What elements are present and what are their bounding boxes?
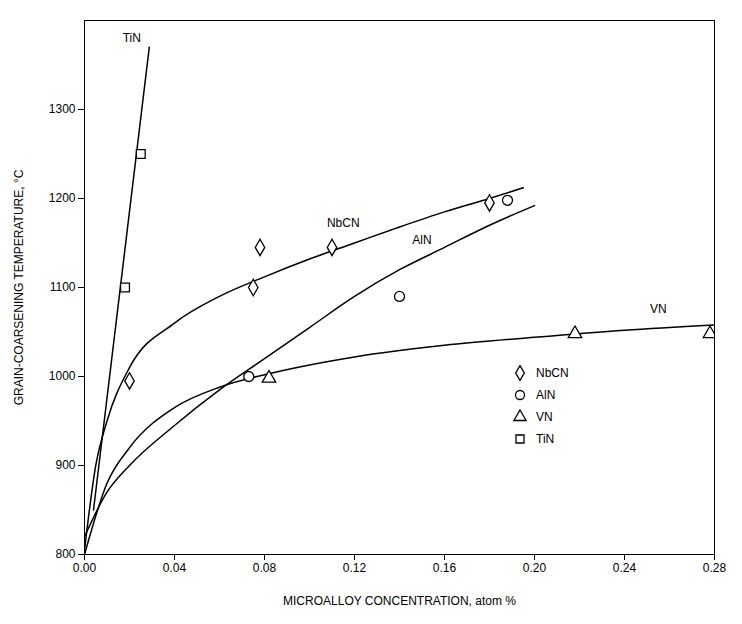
- html-text:NbCN: NbCN: [536, 366, 569, 380]
- svg-text:GRAIN-COARSENING TEMPERATURE,: GRAIN-COARSENING TEMPERATURE, °C: [12, 169, 26, 405]
- html-text:VN: VN: [536, 410, 553, 424]
- svg-text:0.24: 0.24: [613, 561, 637, 575]
- svg-text:0.04: 0.04: [163, 561, 187, 575]
- svg-text:NbCN: NbCN: [327, 216, 360, 230]
- svg-text:0.00: 0.00: [73, 561, 97, 575]
- svg-text:0.12: 0.12: [343, 561, 367, 575]
- svg-text:1100: 1100: [50, 280, 76, 294]
- svg-text:800: 800: [55, 547, 75, 561]
- svg-text:900: 900: [55, 458, 75, 472]
- svg-text:0.28: 0.28: [703, 561, 727, 575]
- svg-text:TiN: TiN: [123, 31, 141, 45]
- svg-text:AlN: AlN: [412, 233, 431, 247]
- html-text:TiN: TiN: [536, 432, 555, 446]
- svg-text:0.08: 0.08: [253, 561, 277, 575]
- svg-text:1300: 1300: [49, 102, 76, 116]
- svg-text:1200: 1200: [49, 191, 76, 205]
- svg-text:0.16: 0.16: [433, 561, 457, 575]
- svg-text:MICROALLOY CONCENTRATION, atom: MICROALLOY CONCENTRATION, atom %: [283, 594, 516, 608]
- svg-text:0.20: 0.20: [523, 561, 547, 575]
- html-text:AlN: AlN: [536, 388, 556, 402]
- svg-text:1000: 1000: [49, 369, 76, 383]
- svg-text:VN: VN: [650, 302, 667, 316]
